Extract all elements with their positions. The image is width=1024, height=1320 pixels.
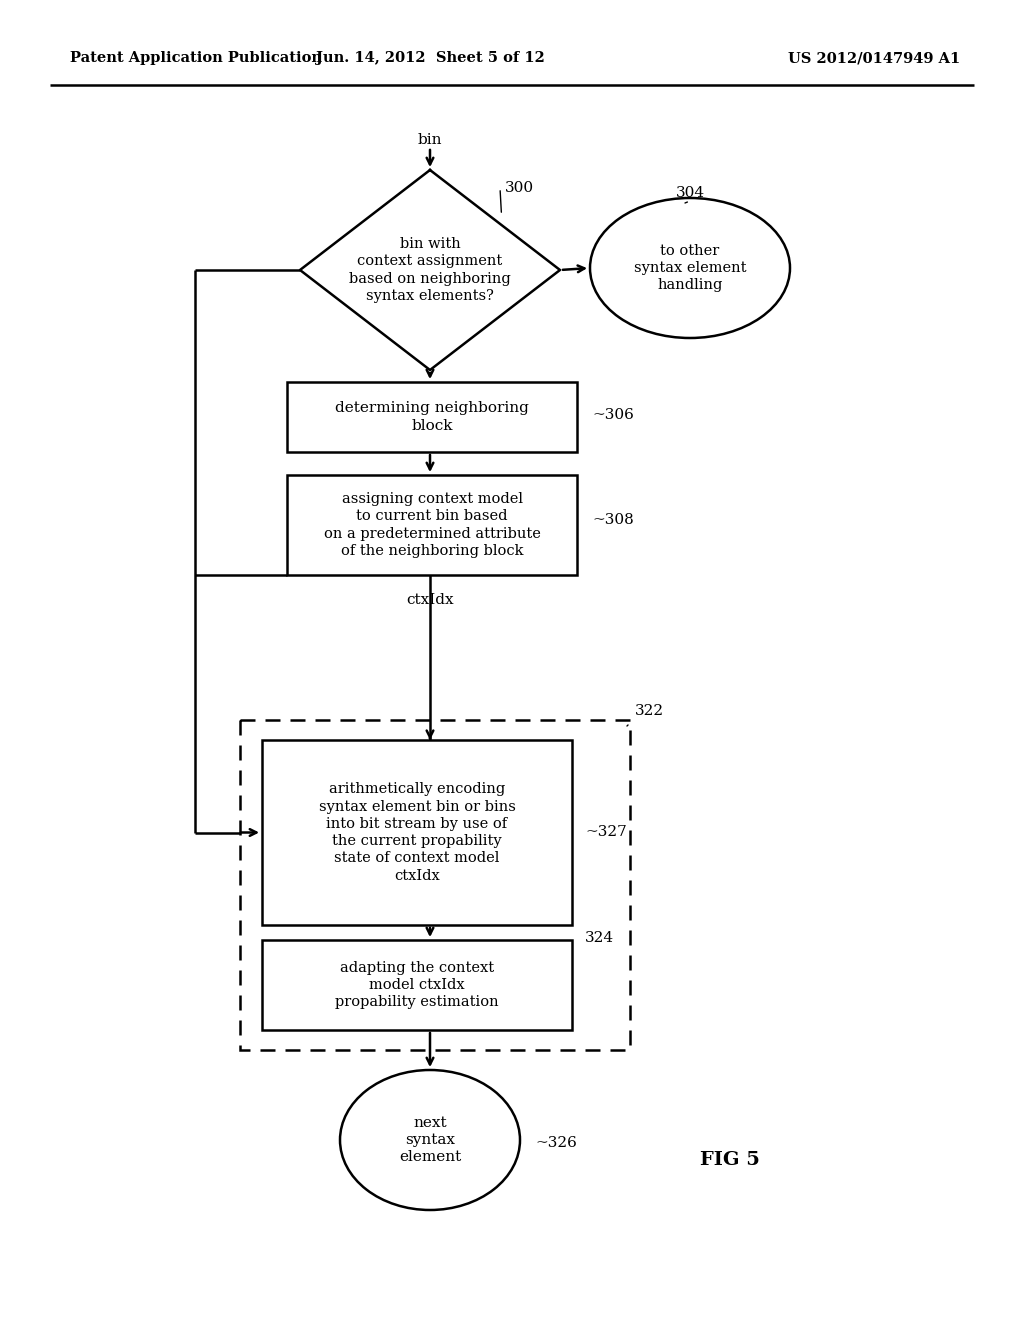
Bar (262, 940, 572, 1030)
Text: 324: 324 (585, 931, 614, 945)
Text: arithmetically encoding
syntax element bin or bins
into bit stream by use of
the: arithmetically encoding syntax element b… (318, 783, 515, 883)
Bar (240, 719, 630, 1049)
Text: bin with
context assignment
based on neighboring
syntax elements?: bin with context assignment based on nei… (349, 238, 511, 304)
Polygon shape (300, 170, 560, 370)
Text: determining neighboring
block: determining neighboring block (335, 401, 529, 433)
Text: ~308: ~308 (592, 513, 634, 527)
Text: 304: 304 (676, 186, 705, 201)
Bar (287, 381, 577, 451)
Text: FIG 5: FIG 5 (700, 1151, 760, 1170)
Ellipse shape (340, 1071, 520, 1210)
Text: Patent Application Publication: Patent Application Publication (70, 51, 322, 65)
Text: adapting the context
model ctxIdx
propability estimation: adapting the context model ctxIdx propab… (335, 961, 499, 1010)
Ellipse shape (590, 198, 790, 338)
Text: to other
syntax element
handling: to other syntax element handling (634, 244, 746, 292)
Text: ~326: ~326 (535, 1137, 577, 1150)
Text: bin: bin (418, 133, 442, 147)
Text: Jun. 14, 2012  Sheet 5 of 12: Jun. 14, 2012 Sheet 5 of 12 (315, 51, 545, 65)
Bar (287, 475, 577, 576)
Text: ~327: ~327 (585, 825, 627, 840)
Text: US 2012/0147949 A1: US 2012/0147949 A1 (787, 51, 961, 65)
Text: next
syntax
element: next syntax element (399, 1115, 461, 1164)
Text: 322: 322 (635, 704, 665, 718)
Text: ~306: ~306 (592, 408, 634, 422)
Text: ctxIdx: ctxIdx (407, 593, 454, 607)
Bar (262, 741, 572, 925)
Text: assigning context model
to current bin based
on a predetermined attribute
of the: assigning context model to current bin b… (324, 492, 541, 558)
Text: 300: 300 (505, 181, 535, 195)
